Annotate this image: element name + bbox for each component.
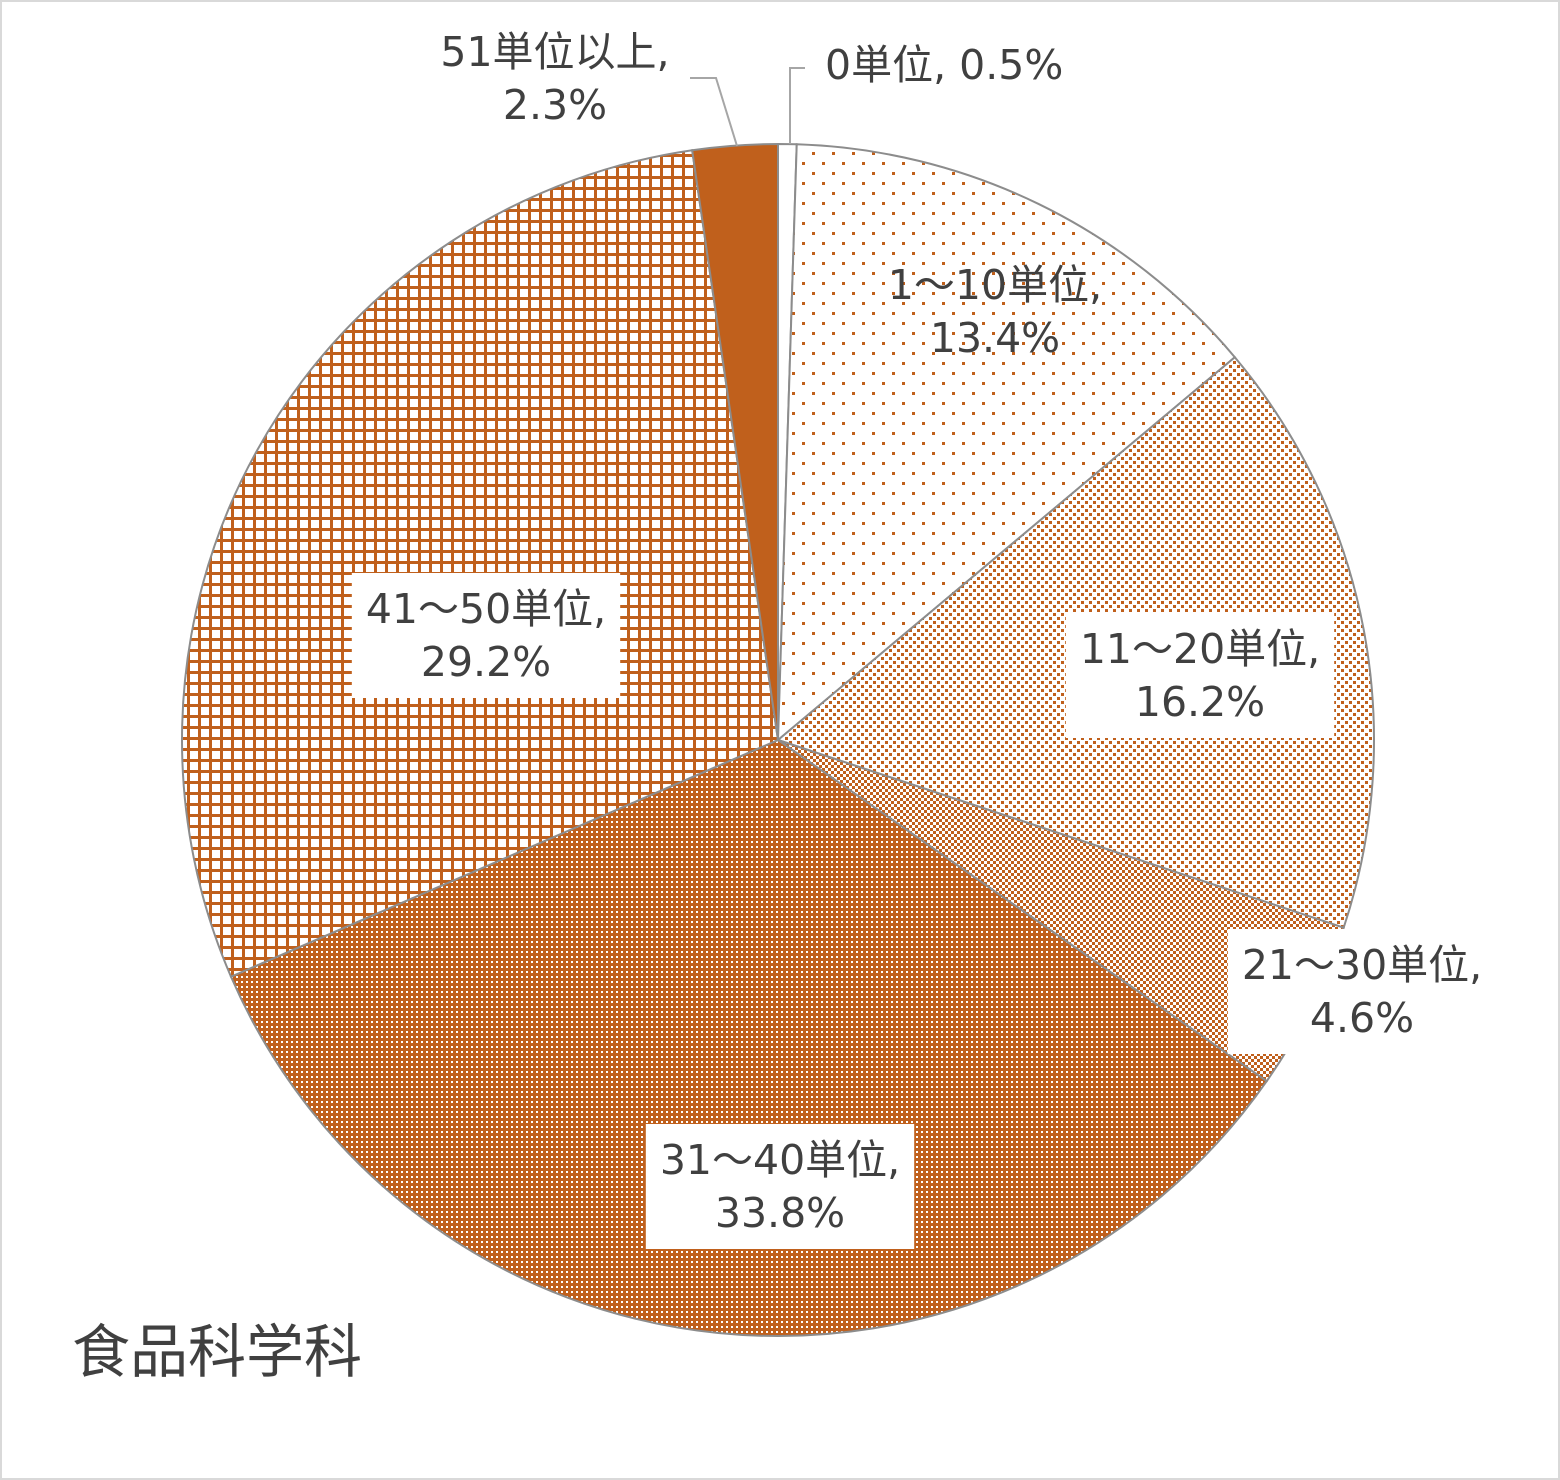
slice-value-label: 29.2% [421, 638, 551, 686]
slice-category-label: 21～30単位, [1242, 941, 1482, 989]
pie-slice [691, 142, 779, 741]
slice-label: 41～50単位, 29.2% [351, 573, 621, 698]
slice-value-label: 33.8% [715, 1189, 845, 1237]
pie-slice [229, 738, 1269, 1337]
slice-value-label: 13.4% [930, 314, 1060, 362]
slice-category-label: 51単位以上, [440, 28, 669, 76]
pie-slice [776, 143, 1237, 743]
label-background [1065, 613, 1335, 738]
chart-caption: 食品科学科 [72, 1318, 362, 1386]
slice-value-label: 4.6% [1310, 994, 1414, 1042]
leader-line [789, 67, 805, 144]
slice-value-label: 16.2% [1135, 678, 1265, 726]
leader-line [690, 77, 738, 147]
pie-slice [181, 149, 780, 979]
slice-category-label: 11～20単位, [1080, 625, 1320, 673]
slice-category-label: 1～10単位, [888, 261, 1102, 309]
slice-label: 31～40単位, 33.8% [645, 1124, 915, 1249]
label-background [645, 1124, 915, 1249]
slice-category-label: 41～50単位, [366, 585, 606, 633]
slice-label: 11～20単位, 16.2% [1065, 613, 1335, 738]
slice-label: 1～10単位, 13.4% [888, 261, 1102, 362]
slice-category-label: 31～40単位, [660, 1136, 900, 1184]
slice-label: 51単位以上, 2.3% [440, 28, 669, 129]
label-background [1227, 929, 1497, 1054]
slice-value-label: 2.3% [503, 81, 607, 129]
slice-category-label: 0単位, 0.5% [825, 41, 1063, 89]
label-background [351, 573, 621, 698]
slice-label: 0単位, 0.5% [825, 41, 1063, 89]
slice-label: 21～30単位, 4.6% [1227, 929, 1497, 1054]
